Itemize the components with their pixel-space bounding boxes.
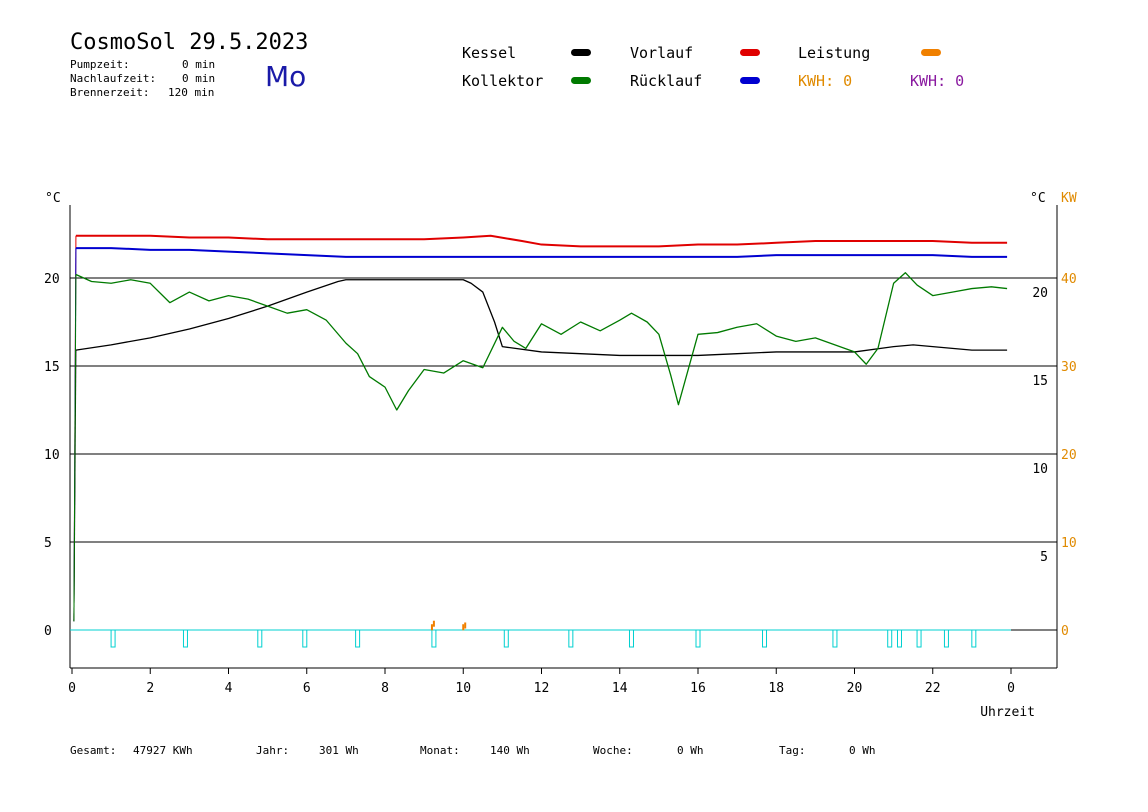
pump-time-label: Pumpzeit: — [70, 58, 130, 71]
series-line-kollektor — [75, 272, 1008, 411]
weekday-label: Mo — [265, 60, 307, 93]
y-tick-label-left: 20 — [44, 272, 60, 287]
left-unit-label: °C — [45, 191, 61, 206]
pump-pulse — [302, 629, 308, 648]
pump-pulse — [431, 629, 437, 648]
pump-time-value: 0 min — [182, 58, 216, 71]
series-line-ruecklauf — [75, 247, 1008, 258]
pump-pulse — [916, 629, 922, 648]
x-axis-title: Uhrzeit — [980, 705, 1035, 720]
x-tick-label: 14 — [612, 681, 628, 696]
x-tick-label: 6 — [303, 681, 311, 696]
footer-jahr-label: Jahr: — [256, 744, 290, 757]
chart-title: CosmoSol 29.5.2023 — [70, 30, 309, 55]
legend-ruecklauf-swatch — [740, 77, 760, 84]
pump-pulse — [695, 629, 701, 648]
legend-kessel-label: Kessel — [462, 44, 517, 62]
legend-ruecklauf-label: Rücklauf — [630, 72, 703, 90]
x-tick-label: 20 — [847, 681, 863, 696]
footer-woche-label: Woche: — [593, 744, 633, 757]
x-tick-label: 10 — [455, 681, 471, 696]
y-tick-label-right: 20 — [1032, 286, 1048, 301]
power-tick-label: 30 — [1061, 360, 1077, 375]
x-tick-label: 0 — [1007, 681, 1015, 696]
legend-kollektor-swatch — [571, 77, 591, 84]
footer-woche-value: 0 Wh — [677, 744, 704, 757]
burner-time-label: Brennerzeit: — [70, 86, 150, 99]
footer-gesamt-label: Gesamt: — [70, 744, 117, 757]
footer-tag-value: 0 Wh — [849, 744, 876, 757]
x-tick-label: 22 — [925, 681, 941, 696]
pump-pulse — [896, 629, 902, 648]
pump-pulse — [257, 629, 263, 648]
power-unit-label: KW — [1061, 191, 1077, 206]
series-line-kessel — [75, 279, 1008, 357]
kwh-orange-label: KWH: 0 — [798, 72, 853, 90]
right-unit-label: °C — [1030, 191, 1046, 206]
x-tick-label: 12 — [534, 681, 550, 696]
pump-pulse — [182, 629, 188, 648]
pump-pulse — [503, 629, 509, 648]
y-tick-label-right: 15 — [1032, 374, 1048, 389]
pump-pulse — [110, 629, 116, 648]
kwh-purple-label: KWH: 0 — [910, 72, 965, 90]
pump-pulse — [832, 629, 838, 648]
legend-vorlauf-swatch — [740, 49, 760, 56]
pump-pulse — [355, 629, 361, 648]
power-tick-label: 0 — [1061, 624, 1069, 639]
leistung-mark — [430, 624, 433, 631]
y-tick-label-left: 15 — [44, 360, 60, 375]
legend-kollektor-label: Kollektor — [462, 72, 544, 90]
footer-monat-label: Monat: — [420, 744, 460, 757]
y-tick-label-left: 5 — [44, 536, 52, 551]
afterrun-time-label: Nachlaufzeit: — [70, 72, 157, 85]
pump-pulse — [568, 629, 574, 648]
legend-leistung-label: Leistung — [798, 44, 871, 62]
x-tick-label: 16 — [690, 681, 706, 696]
series-line-vorlauf — [75, 234, 1008, 248]
power-tick-label: 10 — [1061, 536, 1077, 551]
legend-vorlauf-label: Vorlauf — [630, 44, 694, 62]
legend-leistung-swatch — [921, 49, 941, 56]
footer-jahr-value: 301 Wh — [319, 744, 359, 757]
footer-gesamt-value: 47927 KWh — [133, 744, 193, 757]
leistung-mark — [462, 624, 465, 631]
y-tick-label-right: 10 — [1032, 462, 1048, 477]
y-tick-label-right: 5 — [1040, 550, 1048, 565]
legend-kessel-swatch — [571, 49, 591, 56]
pump-pulse — [943, 629, 949, 648]
x-tick-label: 8 — [381, 681, 389, 696]
pump-pulse — [762, 629, 768, 648]
x-tick-label: 18 — [768, 681, 784, 696]
x-tick-label: 2 — [146, 681, 154, 696]
series-start-kollektor — [73, 274, 77, 622]
footer-tag-label: Tag: — [779, 744, 806, 757]
pump-pulse — [971, 629, 977, 648]
leistung-mark — [464, 622, 467, 629]
leistung-mark — [432, 620, 435, 627]
y-tick-label-left: 10 — [44, 448, 60, 463]
y-tick-label-left: 0 — [44, 624, 52, 639]
burner-time-value: 120 min — [168, 86, 215, 99]
footer-monat-value: 140 Wh — [490, 744, 530, 757]
power-tick-label: 40 — [1061, 272, 1077, 287]
pump-pulse — [628, 629, 634, 648]
pump-pulse — [887, 629, 893, 648]
x-tick-label: 0 — [68, 681, 76, 696]
power-tick-label: 20 — [1061, 448, 1077, 463]
afterrun-time-value: 0 min — [182, 72, 216, 85]
x-tick-label: 4 — [225, 681, 233, 696]
